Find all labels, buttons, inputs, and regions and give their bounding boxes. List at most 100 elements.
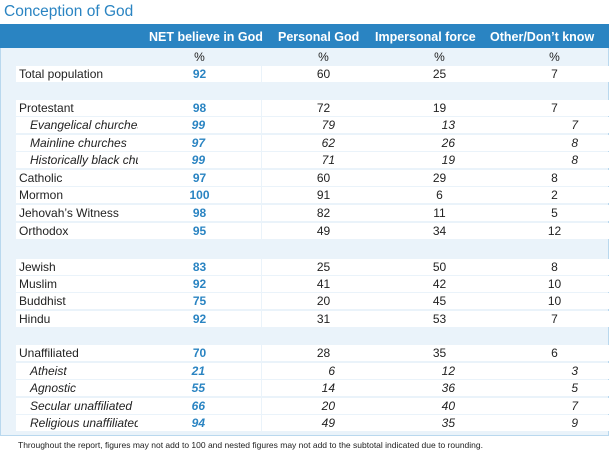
table-row-jewish: Jewish 83 25 50 8 bbox=[0, 259, 609, 276]
column-header-personal-god: Personal God bbox=[278, 30, 360, 44]
table-cell: 6 bbox=[493, 345, 609, 361]
table-cell: 28 bbox=[262, 345, 385, 361]
table-cell: 97 bbox=[138, 135, 261, 151]
row-label: Atheist bbox=[16, 363, 150, 379]
row-label: Historically black churches bbox=[16, 152, 171, 168]
row-label: Agnostic bbox=[16, 380, 150, 396]
table-cell: 94 bbox=[138, 415, 261, 431]
table-cell: 83 bbox=[138, 259, 261, 275]
table-row-catholic: Catholic 97 60 29 8 bbox=[0, 170, 609, 187]
row-label: Muslim bbox=[16, 276, 150, 292]
table-cell: 25 bbox=[262, 259, 385, 275]
table-cell: 31 bbox=[262, 311, 385, 327]
row-label: Mormon bbox=[16, 187, 150, 203]
table-cell: 3 bbox=[493, 363, 609, 379]
table-cell: 21 bbox=[138, 363, 261, 379]
table-cell: 26 bbox=[378, 135, 501, 151]
table-cell: 97 bbox=[138, 170, 261, 186]
table-cell: 6 bbox=[378, 187, 501, 203]
table-cell: 62 bbox=[262, 135, 385, 151]
table-cell: 49 bbox=[262, 415, 385, 431]
row-label: Hindu bbox=[16, 311, 150, 327]
row-label: Orthodox bbox=[16, 223, 150, 239]
table-cell: 41 bbox=[262, 276, 385, 292]
table-cell: 92 bbox=[138, 311, 261, 327]
table-cell: 99 bbox=[138, 152, 261, 168]
table-cell: 11 bbox=[378, 205, 501, 221]
table-cell: 98 bbox=[138, 100, 261, 116]
table-row-agnostic: Agnostic 55 14 36 5 bbox=[0, 380, 609, 397]
chart-title: Conception of God bbox=[4, 3, 134, 20]
table-cell: 7 bbox=[493, 66, 609, 82]
table-cell: 7 bbox=[493, 100, 609, 116]
table-cell: 55 bbox=[138, 380, 261, 396]
table-cell: 2 bbox=[493, 187, 609, 203]
table-cell: 49 bbox=[262, 223, 385, 239]
table-cell: 7 bbox=[493, 311, 609, 327]
table-cell: 8 bbox=[493, 170, 609, 186]
table-cell: 8 bbox=[493, 259, 609, 275]
table-header: NET believe in God Personal God Imperson… bbox=[0, 26, 609, 48]
table-cell: 12 bbox=[378, 363, 501, 379]
table-cell: 6 bbox=[262, 363, 385, 379]
table-cell: 72 bbox=[262, 100, 385, 116]
table-cell: 7 bbox=[493, 117, 609, 133]
table-cell: 8 bbox=[493, 152, 609, 168]
table-row-jehovah-s-witness: Jehovah’s Witness 98 82 11 5 bbox=[0, 205, 609, 222]
table-cell: 10 bbox=[493, 276, 609, 292]
table-cell: 12 bbox=[493, 223, 609, 239]
table-cell: 36 bbox=[378, 380, 501, 396]
column-header-impersonal-force: Impersonal force bbox=[375, 30, 476, 44]
table-cell: 66 bbox=[138, 398, 261, 414]
table-cell: 9 bbox=[493, 415, 609, 431]
table-cell: 35 bbox=[378, 345, 501, 361]
column-header-other: Other/Don’t know bbox=[490, 30, 595, 44]
table-cell: 19 bbox=[378, 152, 501, 168]
unit-row: %%%% bbox=[0, 49, 609, 66]
table-row-hindu: Hindu 92 31 53 7 bbox=[0, 311, 609, 328]
table-cell: 92 bbox=[138, 276, 261, 292]
table-cell: 98 bbox=[138, 205, 261, 221]
unit-cell: % bbox=[194, 50, 205, 64]
table-row-total-population: Total population 92 60 25 7 bbox=[0, 66, 609, 83]
table-cell: 60 bbox=[262, 66, 385, 82]
table-cell: 53 bbox=[378, 311, 501, 327]
table-cell: 13 bbox=[378, 117, 501, 133]
table-cell: 35 bbox=[378, 415, 501, 431]
table-cell: 5 bbox=[493, 205, 609, 221]
table-row-atheist: Atheist 21 6 12 3 bbox=[0, 363, 609, 380]
table-cell: 60 bbox=[262, 170, 385, 186]
table-row-orthodox: Orthodox 95 49 34 12 bbox=[0, 223, 609, 240]
table-cell: 82 bbox=[262, 205, 385, 221]
table-cell: 34 bbox=[378, 223, 501, 239]
table-cell: 71 bbox=[262, 152, 385, 168]
row-label: Total population bbox=[16, 66, 150, 82]
title-rule bbox=[0, 24, 609, 26]
table-cell: 10 bbox=[493, 293, 609, 309]
row-label: Protestant bbox=[16, 100, 150, 116]
row-label: Secular unaffiliated bbox=[16, 398, 150, 414]
table-row-unaffiliated: Unaffiliated 70 28 35 6 bbox=[0, 345, 609, 362]
row-label: Jehovah’s Witness bbox=[16, 205, 150, 221]
row-label: Catholic bbox=[16, 170, 150, 186]
table-row-protestant: Protestant 98 72 19 7 bbox=[0, 100, 609, 117]
table-cell: 95 bbox=[138, 223, 261, 239]
table-row-mainline-churches: Mainline churches 97 62 26 8 bbox=[0, 135, 609, 152]
unit-cell: % bbox=[549, 50, 560, 64]
table-cell: 25 bbox=[378, 66, 501, 82]
table-cell: 79 bbox=[262, 117, 385, 133]
table-cell: 91 bbox=[262, 187, 385, 203]
table-row-historically-black-churches: Historically black churches 99 71 19 8 bbox=[0, 152, 609, 169]
table-cell: 8 bbox=[493, 135, 609, 151]
table-cell: 5 bbox=[493, 380, 609, 396]
table-cell: 20 bbox=[262, 293, 385, 309]
table-cell: 7 bbox=[493, 398, 609, 414]
table-row-buddhist: Buddhist 75 20 45 10 bbox=[0, 293, 609, 310]
row-label: Jewish bbox=[16, 259, 150, 275]
unit-cell: % bbox=[434, 50, 445, 64]
table-cell: 42 bbox=[378, 276, 501, 292]
row-label: Religious unaffiliated bbox=[16, 415, 150, 431]
table-cell: 19 bbox=[378, 100, 501, 116]
footnote: Throughout the report, figures may not a… bbox=[18, 440, 483, 450]
unit-cell: % bbox=[318, 50, 329, 64]
